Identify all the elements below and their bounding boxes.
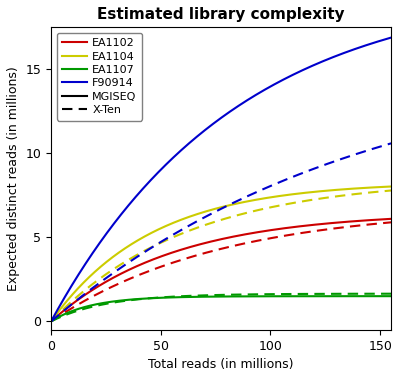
Legend: EA1102, EA1104, EA1107, F90914, MGISEQ, X-Ten: EA1102, EA1104, EA1107, F90914, MGISEQ, …	[57, 33, 142, 121]
X-axis label: Total reads (in millions): Total reads (in millions)	[148, 358, 294, 371]
Title: Estimated library complexity: Estimated library complexity	[97, 7, 345, 22]
Y-axis label: Expected distinct reads (in millions): Expected distinct reads (in millions)	[7, 66, 20, 291]
